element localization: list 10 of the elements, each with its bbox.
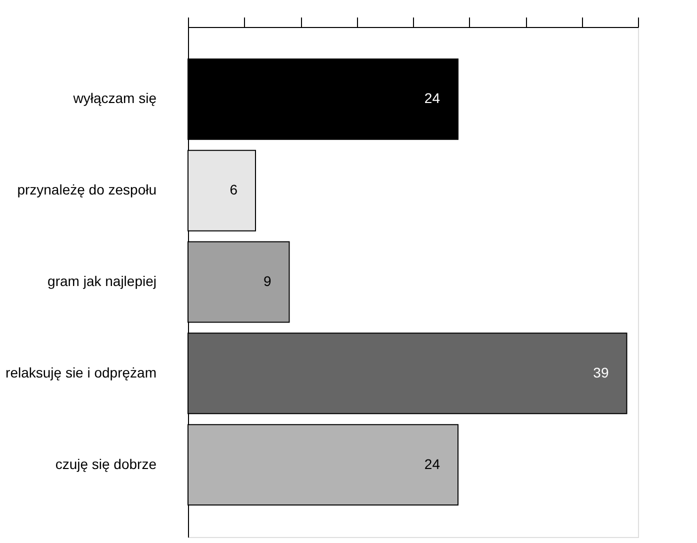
y-tick-label: wyłączam się (72, 90, 157, 106)
data-label: 6 (230, 182, 238, 198)
y-tick-label: gram jak najlepiej (48, 273, 156, 289)
data-label: 39 (593, 364, 609, 380)
y-tick-label: czuję się dobrze (55, 456, 157, 472)
y-tick-label: przynależę do zespołu (17, 182, 156, 198)
data-label: 9 (263, 273, 272, 289)
data-label: 24 (424, 90, 440, 106)
y-tick-label: relaksuję sie i odprężam (6, 364, 156, 380)
data-label: 24 (424, 456, 440, 472)
